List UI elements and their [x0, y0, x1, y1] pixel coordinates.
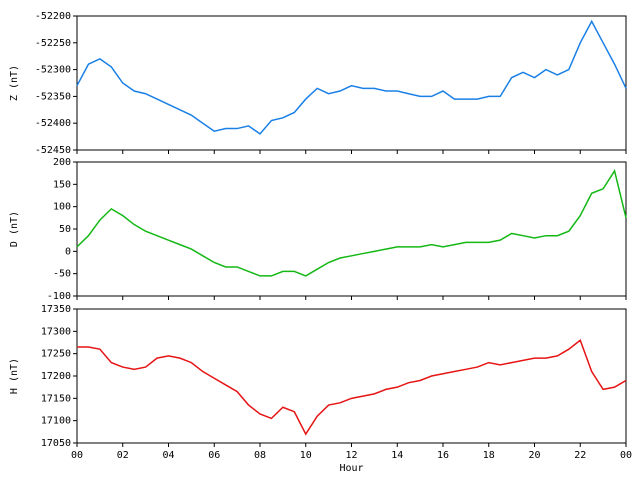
y-tick-label: -52200	[35, 11, 71, 22]
y-axis-label: Z (nT)	[9, 65, 20, 101]
y-tick-label: 17300	[41, 326, 71, 337]
y-axis-label: D (nT)	[9, 211, 20, 247]
y-tick-label: -52250	[35, 38, 71, 49]
x-tick-label: 00	[620, 450, 632, 461]
y-tick-label: -52400	[35, 118, 71, 129]
x-tick-label: 00	[71, 450, 83, 461]
data-line	[76, 169, 627, 277]
y-tick-label: -52300	[35, 65, 71, 76]
data-line	[77, 339, 627, 436]
x-tick-label: 18	[483, 450, 495, 461]
y-tick-label: 17350	[41, 304, 71, 315]
y-tick-label: 100	[53, 202, 71, 213]
y-tick-label: 17200	[41, 371, 71, 382]
plot-frame	[76, 308, 627, 444]
data-line	[76, 19, 627, 135]
y-tick-label: -52350	[35, 91, 71, 102]
plot-frame	[76, 161, 627, 297]
x-tick-label: 22	[574, 450, 586, 461]
y-tick-label: -50	[53, 269, 71, 280]
y-tick-label: -100	[47, 291, 71, 302]
x-tick-label: 16	[437, 450, 449, 461]
plot-frame	[76, 15, 627, 151]
y-tick-label: 200	[53, 157, 71, 168]
y-tick-label: 17100	[41, 416, 71, 427]
x-tick-label: 04	[162, 450, 174, 461]
y-tick-label: 0	[65, 246, 71, 257]
y-tick-label: 17050	[41, 438, 71, 449]
y-tick-label: 50	[59, 224, 71, 235]
x-tick-label: 20	[528, 450, 540, 461]
y-axis-label: H (nT)	[9, 358, 20, 394]
x-tick-label: 10	[300, 450, 312, 461]
x-tick-label: 02	[117, 450, 129, 461]
y-tick-label: 17150	[41, 393, 71, 404]
x-tick-label: 14	[391, 450, 403, 461]
x-tick-label: 12	[345, 450, 357, 461]
x-axis-label: Hour	[339, 463, 363, 474]
y-tick-label: 150	[53, 179, 71, 190]
x-tick-label: 08	[254, 450, 266, 461]
y-tick-label: -52450	[35, 145, 71, 156]
y-tick-label: 17250	[41, 349, 71, 360]
x-tick-label: 06	[208, 450, 220, 461]
